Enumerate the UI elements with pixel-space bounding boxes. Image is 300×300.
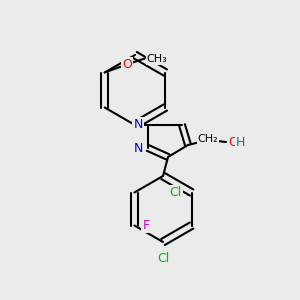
Text: Cl: Cl: [169, 186, 182, 199]
Text: O: O: [122, 58, 132, 71]
Text: H: H: [236, 136, 245, 148]
Text: O: O: [228, 136, 238, 148]
Text: CH₃: CH₃: [147, 53, 167, 64]
Text: N: N: [134, 118, 143, 131]
Text: Cl: Cl: [157, 252, 169, 265]
Text: F: F: [142, 219, 149, 232]
Text: CH₂: CH₂: [198, 134, 218, 144]
Text: N: N: [134, 142, 143, 154]
